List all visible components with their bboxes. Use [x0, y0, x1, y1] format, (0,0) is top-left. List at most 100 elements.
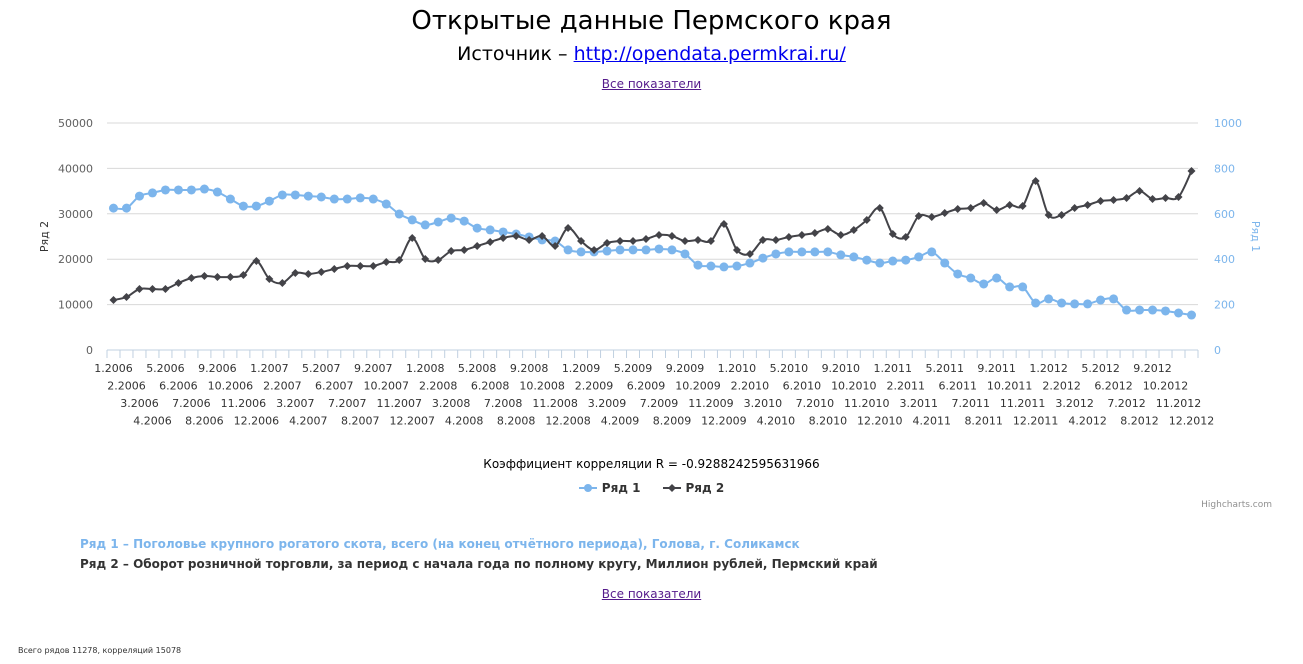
data-point-circle[interactable] [407, 215, 417, 225]
data-point-circle[interactable] [927, 247, 937, 257]
data-point-circle[interactable] [485, 225, 495, 235]
data-point-diamond[interactable] [1070, 204, 1079, 213]
data-point-diamond[interactable] [745, 250, 754, 259]
data-point-circle[interactable] [1122, 305, 1132, 315]
data-point-circle[interactable] [654, 244, 664, 254]
data-point-circle[interactable] [1083, 299, 1093, 309]
data-point-diamond[interactable] [901, 233, 910, 242]
data-point-diamond[interactable] [434, 255, 443, 264]
data-point-circle[interactable] [901, 255, 911, 265]
data-point-diamond[interactable] [1044, 211, 1053, 220]
data-point-diamond[interactable] [823, 224, 832, 233]
data-point-circle[interactable] [290, 190, 300, 200]
data-point-circle[interactable] [1148, 305, 1158, 315]
data-point-circle[interactable] [329, 194, 339, 204]
data-point-diamond[interactable] [460, 246, 469, 255]
data-point-circle[interactable] [316, 192, 326, 202]
data-point-circle[interactable] [342, 194, 352, 204]
data-point-circle[interactable] [875, 258, 885, 268]
data-point-diamond[interactable] [187, 274, 196, 283]
data-point-circle[interactable] [420, 220, 430, 230]
data-point-circle[interactable] [888, 256, 898, 266]
data-point-circle[interactable] [134, 191, 144, 201]
data-point-diamond[interactable] [966, 204, 975, 213]
data-point-diamond[interactable] [512, 232, 521, 241]
data-point-circle[interactable] [368, 194, 378, 204]
data-point-diamond[interactable] [499, 234, 508, 243]
data-point-diamond[interactable] [953, 205, 962, 214]
all-indicators-link-bottom[interactable]: Все показатели [601, 587, 702, 601]
data-point-diamond[interactable] [122, 293, 131, 302]
data-point-circle[interactable] [576, 247, 586, 257]
data-point-diamond[interactable] [291, 269, 300, 278]
data-point-circle[interactable] [940, 258, 950, 268]
data-point-circle[interactable] [784, 247, 794, 257]
data-point-circle[interactable] [1109, 294, 1119, 304]
data-point-diamond[interactable] [1174, 193, 1183, 202]
data-point-circle[interactable] [966, 273, 976, 283]
data-point-circle[interactable] [121, 203, 131, 213]
data-point-diamond[interactable] [654, 231, 663, 240]
data-point-circle[interactable] [823, 247, 833, 257]
data-point-circle[interactable] [745, 258, 755, 268]
data-point-diamond[interactable] [1109, 196, 1118, 205]
data-point-diamond[interactable] [343, 262, 352, 271]
data-point-circle[interactable] [1070, 299, 1080, 309]
data-point-diamond[interactable] [888, 230, 897, 239]
data-point-circle[interactable] [1135, 305, 1145, 315]
data-point-circle[interactable] [108, 203, 118, 213]
data-point-circle[interactable] [1096, 295, 1106, 305]
data-point-circle[interactable] [680, 249, 690, 259]
data-point-diamond[interactable] [486, 238, 495, 247]
data-point-circle[interactable] [836, 250, 846, 260]
data-point-diamond[interactable] [693, 236, 702, 245]
data-point-diamond[interactable] [797, 231, 806, 240]
data-point-diamond[interactable] [771, 236, 780, 245]
data-point-circle[interactable] [446, 213, 456, 223]
data-point-circle[interactable] [1057, 298, 1067, 308]
data-point-diamond[interactable] [1161, 194, 1170, 203]
legend-item-series-1[interactable]: Ряд 1 [578, 481, 641, 495]
data-point-circle[interactable] [732, 261, 742, 271]
data-point-circle[interactable] [355, 193, 365, 203]
data-point-circle[interactable] [719, 262, 729, 272]
data-point-diamond[interactable] [161, 285, 170, 294]
data-point-diamond[interactable] [473, 242, 482, 251]
data-point-diamond[interactable] [369, 262, 378, 271]
data-point-diamond[interactable] [278, 278, 287, 287]
data-point-diamond[interactable] [135, 285, 144, 294]
data-point-diamond[interactable] [525, 236, 534, 245]
data-point-diamond[interactable] [200, 271, 209, 280]
data-point-diamond[interactable] [642, 235, 651, 244]
data-point-diamond[interactable] [862, 216, 871, 225]
data-point-circle[interactable] [563, 245, 573, 255]
data-point-circle[interactable] [758, 253, 768, 263]
data-point-diamond[interactable] [317, 268, 326, 277]
data-point-circle[interactable] [602, 246, 612, 256]
data-point-diamond[interactable] [992, 206, 1001, 215]
data-point-diamond[interactable] [1018, 202, 1027, 211]
data-point-diamond[interactable] [680, 237, 689, 246]
data-point-diamond[interactable] [1122, 194, 1131, 203]
data-point-circle[interactable] [1161, 306, 1171, 316]
data-point-circle[interactable] [173, 185, 183, 195]
data-point-circle[interactable] [1044, 294, 1054, 304]
all-indicators-link-top[interactable]: Все показатели [601, 77, 702, 91]
data-point-circle[interactable] [693, 260, 703, 270]
data-point-circle[interactable] [381, 199, 391, 209]
data-point-diamond[interactable] [1057, 211, 1066, 220]
data-point-diamond[interactable] [590, 246, 599, 255]
data-point-diamond[interactable] [382, 258, 391, 267]
data-point-diamond[interactable] [304, 270, 313, 279]
data-point-diamond[interactable] [538, 232, 547, 241]
data-point-circle[interactable] [394, 209, 404, 219]
data-point-circle[interactable] [186, 185, 196, 195]
data-point-diamond[interactable] [1135, 187, 1144, 196]
data-point-diamond[interactable] [1005, 201, 1014, 210]
data-point-circle[interactable] [212, 187, 222, 197]
data-point-diamond[interactable] [174, 278, 183, 287]
data-point-circle[interactable] [706, 261, 716, 271]
data-point-diamond[interactable] [629, 237, 638, 246]
data-point-circle[interactable] [303, 191, 313, 201]
data-point-diamond[interactable] [784, 233, 793, 242]
